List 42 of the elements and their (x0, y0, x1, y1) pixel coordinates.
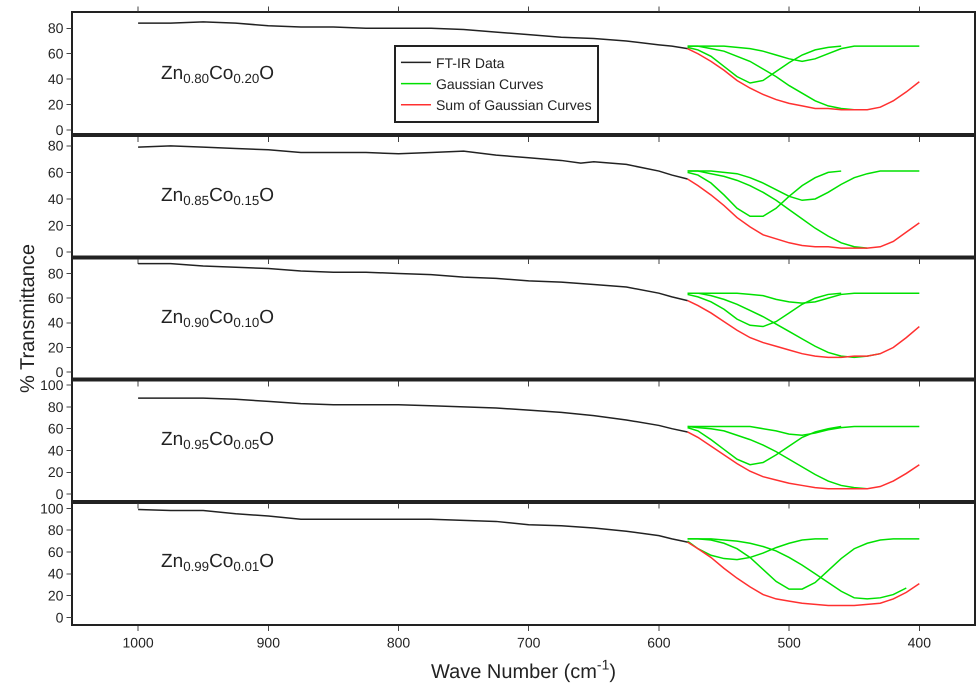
y-tick-label: 60 (48, 46, 64, 62)
y-tick-label: 80 (48, 20, 64, 36)
legend-label: Sum of Gaussian Curves (436, 97, 592, 114)
x-tick-label: 500 (777, 634, 802, 651)
y-tick-label: 80 (48, 265, 64, 282)
y-tick-label: 60 (48, 164, 64, 180)
y-tick-label: 0 (56, 486, 64, 502)
x-tick-label: 700 (517, 634, 541, 651)
y-tick-label: 40 (48, 71, 64, 88)
y-tick-label: 40 (48, 314, 64, 331)
y-tick-label: 60 (48, 290, 64, 306)
annotation: Zn$_{0.85}$Co$_{0.15}$O (161, 185, 274, 208)
y-tick-label: 20 (48, 588, 64, 604)
x-tick-label: 800 (386, 634, 410, 651)
y-tick-label: 80 (48, 138, 64, 154)
x-tick-label: 400 (908, 634, 932, 651)
y-tick-label: 0 (56, 609, 64, 626)
annotation: Zn$_{0.90}$Co$_{0.10}$O (161, 307, 274, 330)
legend-label: Gaussian Curves (436, 76, 544, 92)
y-tick-label: 20 (48, 96, 64, 113)
y-tick-label: 40 (48, 442, 64, 458)
y-tick-label: 40 (48, 190, 64, 207)
y-tick-label: 60 (48, 544, 64, 560)
annotation: Zn$_{0.95}$Co$_{0.05}$O (161, 429, 274, 452)
y-axis-title: % Transmittance (16, 244, 39, 393)
x-tick-label: 1000 (122, 634, 154, 651)
y-tick-label: 80 (48, 398, 64, 415)
legend-label: FT-IR Data (436, 54, 505, 71)
y-tick-label: 40 (48, 566, 64, 582)
y-tick-label: 20 (48, 339, 64, 356)
y-tick-label: 60 (48, 420, 64, 437)
y-tick-label: 20 (48, 464, 64, 480)
y-tick-label: 0 (56, 122, 64, 138)
annotation: Zn$_{0.99}$Co$_{0.01}$O (161, 551, 274, 574)
annotation: Zn$_{0.80}$Co$_{0.20}$O (161, 63, 274, 86)
y-tick-label: 0 (56, 244, 64, 260)
x-axis-title: Wave Number (cm$^{-1}$) (430, 656, 616, 683)
x-tick-label: 900 (256, 634, 280, 651)
y-tick-label: 20 (48, 217, 64, 234)
y-tick-label: 80 (48, 522, 64, 538)
x-tick-label: 600 (647, 634, 671, 651)
y-tick-label: 100 (40, 500, 64, 516)
